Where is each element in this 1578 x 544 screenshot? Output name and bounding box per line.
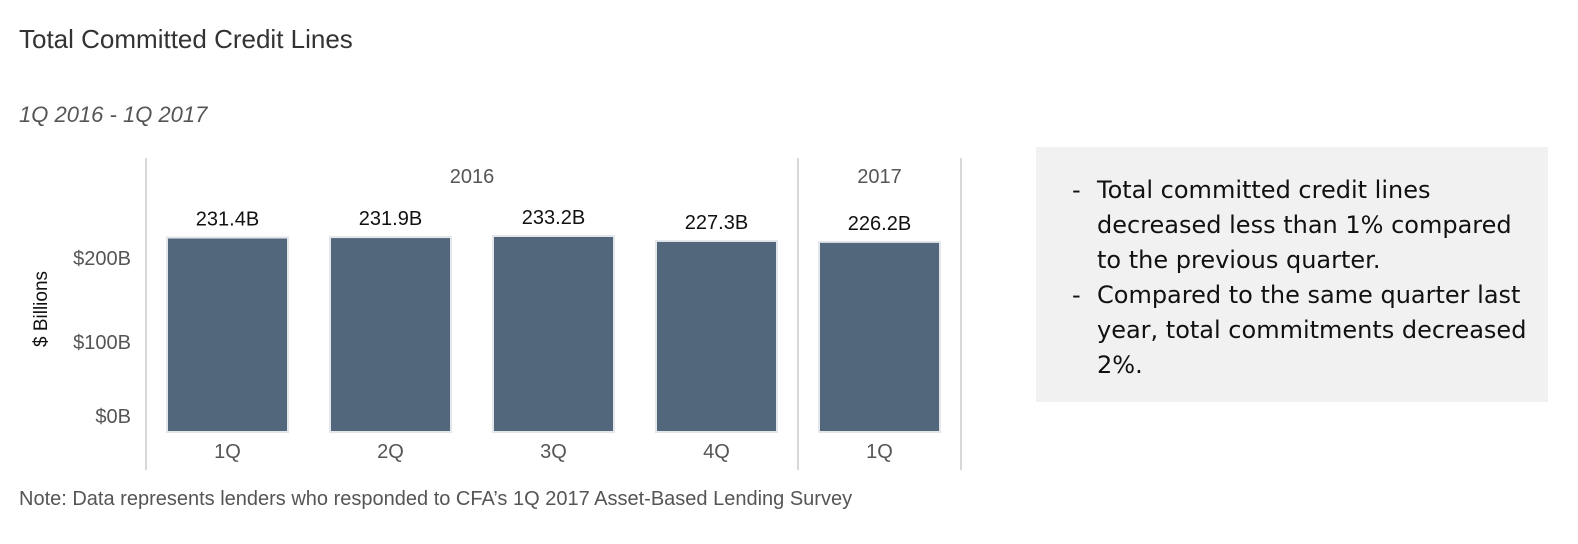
- footnote: Note: Data represents lenders who respon…: [19, 488, 853, 510]
- y-tick-label: $100B: [73, 332, 131, 354]
- year-dividers: [145, 158, 962, 470]
- commentary-item: Compared to the same quarter last year, …: [1072, 278, 1528, 383]
- bar-chart: 2016 2017 231.4B 231.9B 233.2B 227.3B 226.2B …: [31, 158, 962, 470]
- data-label: 227.3B: [685, 212, 748, 234]
- bar: [329, 236, 452, 433]
- bar: [492, 235, 615, 433]
- x-tick-label: 2Q: [377, 441, 404, 463]
- data-labels: 231.4B 231.9B 233.2B 227.3B 226.2B: [196, 207, 911, 235]
- y-tick-labels: $0B $100B $200B: [73, 248, 131, 428]
- bar: [818, 240, 941, 433]
- data-label: 231.4B: [196, 209, 259, 231]
- year-labels: 2016 2017: [450, 166, 902, 188]
- y-tick-label: $0B: [95, 406, 131, 428]
- data-label: 233.2B: [522, 207, 585, 229]
- commentary-box: Total committed credit lines decreased l…: [1036, 147, 1548, 402]
- bars: [166, 235, 941, 433]
- x-tick-labels: 1Q 2Q 3Q 4Q 1Q: [214, 441, 893, 463]
- x-tick-label: 1Q: [214, 441, 241, 463]
- x-tick-label: 1Q: [866, 441, 893, 463]
- year-label: 2017: [857, 166, 902, 188]
- data-label: 231.9B: [359, 208, 422, 230]
- year-label: 2016: [450, 166, 495, 188]
- y-tick-label: $200B: [73, 248, 131, 270]
- chart-subtitle: 1Q 2016 - 1Q 2017: [19, 102, 208, 127]
- y-axis-label: $ Billions: [31, 271, 52, 347]
- bar: [655, 239, 778, 433]
- x-tick-label: 4Q: [703, 441, 730, 463]
- bar: [166, 236, 289, 433]
- commentary-item: Total committed credit lines decreased l…: [1072, 173, 1528, 278]
- data-label: 226.2B: [848, 213, 911, 235]
- chart-title: Total Committed Credit Lines: [19, 24, 353, 54]
- x-tick-label: 3Q: [540, 441, 567, 463]
